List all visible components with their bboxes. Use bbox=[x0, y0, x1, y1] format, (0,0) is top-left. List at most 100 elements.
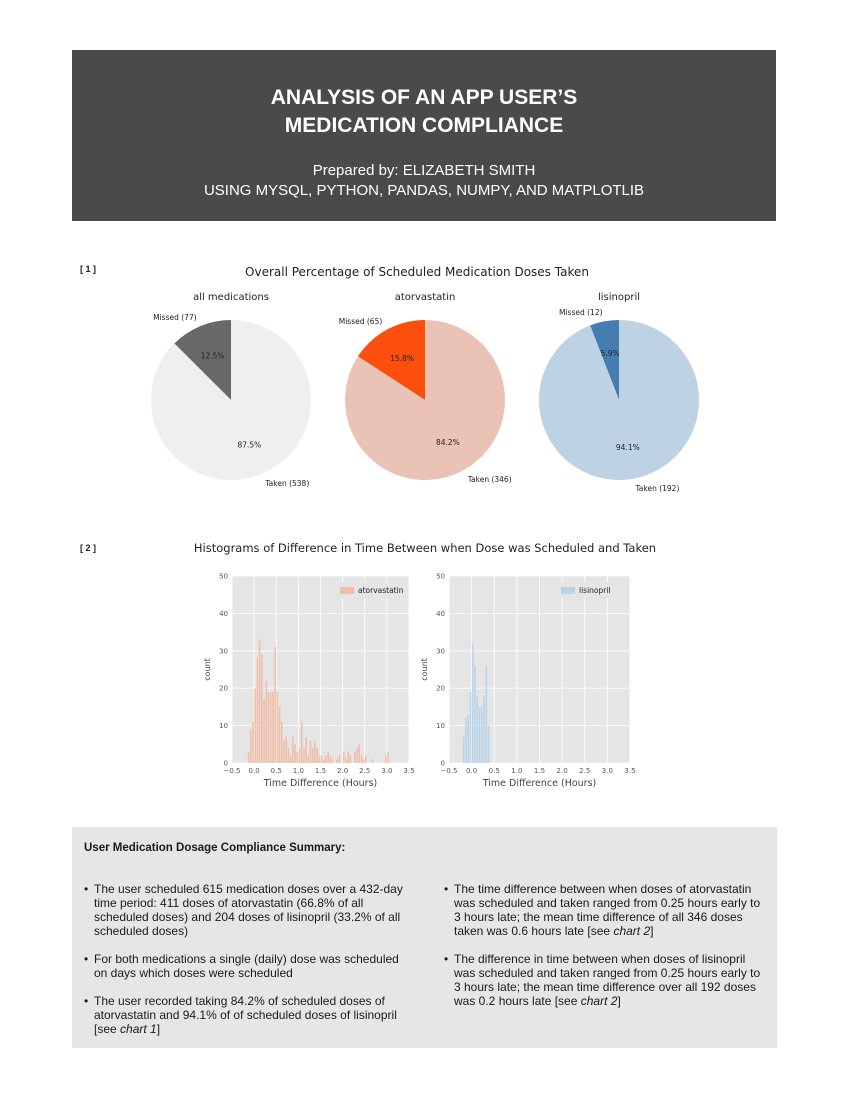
histogram-bar bbox=[342, 751, 345, 763]
x-tick-label: 0.0 bbox=[249, 767, 260, 775]
x-tick-label: −0.5 bbox=[441, 767, 458, 775]
histogram-bar bbox=[371, 759, 374, 763]
report-subtitle: Prepared by: ELIZABETH SMITH USING MYSQL… bbox=[72, 161, 776, 201]
histogram-bar bbox=[353, 751, 356, 763]
histogram-bar bbox=[258, 639, 261, 763]
pie-suptitle: Overall Percentage of Scheduled Medicati… bbox=[245, 265, 589, 279]
x-tick-label: 3.0 bbox=[381, 767, 392, 775]
histogram-bar bbox=[307, 755, 310, 763]
chart-2-tag: [ 2 ] bbox=[80, 543, 97, 553]
x-tick-label: 2.5 bbox=[359, 767, 370, 775]
pie-percent-label: 84.2% bbox=[436, 438, 460, 447]
summary-item: The difference in time between when dose… bbox=[444, 952, 769, 1008]
y-tick-label: 30 bbox=[219, 647, 228, 655]
histogram-bar bbox=[365, 755, 367, 763]
histogram-bar bbox=[285, 736, 288, 763]
pie-lisinopril: lisinopril 5.9% Missed (12) 94.1% Taken (192… bbox=[538, 292, 699, 493]
summary-item-end: ] bbox=[156, 1022, 161, 1036]
histogram-bar bbox=[349, 755, 352, 763]
histogram-bar bbox=[250, 729, 252, 763]
summary-item: The user scheduled 615 medication doses … bbox=[84, 882, 414, 938]
histogram-bar bbox=[318, 755, 321, 763]
histogram-atorvastatin: −0.5 0.0 0.5 1.0 1.5 2.0 2.5 3.0 3.5 0 10 20 30 40 50 T… bbox=[203, 573, 415, 790]
x-tick-label: 2.5 bbox=[579, 767, 590, 775]
x-tick-label: 0.5 bbox=[489, 767, 500, 775]
y-tick-label: 0 bbox=[441, 760, 445, 768]
histogram-bar bbox=[278, 706, 281, 763]
summary-column-1: The user scheduled 615 medication doses … bbox=[84, 882, 414, 1050]
pie-slice bbox=[151, 320, 312, 480]
legend-label: atorvastatin bbox=[358, 586, 404, 595]
pie-slice bbox=[357, 320, 425, 400]
histogram-bar bbox=[265, 680, 268, 763]
legend-swatch bbox=[561, 587, 575, 594]
histogram-bar bbox=[272, 691, 274, 763]
pie-slice-label: Missed (77) bbox=[153, 313, 197, 322]
chart-reference: chart 2 bbox=[613, 924, 651, 938]
histogram-bar bbox=[303, 748, 305, 763]
histogram-bar bbox=[347, 751, 349, 763]
pie-percent-label: 15.8% bbox=[390, 354, 414, 363]
histogram-charts: Histograms of Difference in Time Between… bbox=[194, 541, 656, 790]
x-tick-label: 0.5 bbox=[271, 767, 282, 775]
histogram-bar bbox=[487, 725, 490, 763]
histogram-bar bbox=[465, 718, 467, 763]
histogram-lisinopril: −0.5 0.0 0.5 1.0 1.5 2.0 2.5 3.0 3.5 0 10 20 30 40 50 T… bbox=[420, 573, 636, 790]
y-tick-label: 50 bbox=[436, 573, 445, 581]
x-tick-label: 1.0 bbox=[511, 767, 522, 775]
summary-panel: User Medication Dosage Compliance Summar… bbox=[72, 827, 777, 1048]
histogram-bar bbox=[483, 695, 485, 763]
pie-percent-label: 12.5% bbox=[201, 352, 225, 361]
histogram-bar bbox=[329, 755, 332, 763]
histogram-bar bbox=[254, 688, 257, 763]
histogram-bar bbox=[300, 721, 303, 763]
summary-item-end: ] bbox=[617, 994, 621, 1008]
histogram-bar bbox=[462, 736, 465, 763]
histogram-bar bbox=[269, 691, 272, 763]
histogram-bar bbox=[320, 755, 323, 763]
x-tick-label: −0.5 bbox=[224, 767, 241, 775]
y-tick-label: 20 bbox=[219, 685, 228, 693]
histogram-bar bbox=[476, 695, 479, 763]
y-tick-label: 10 bbox=[436, 722, 445, 730]
y-tick-label: 30 bbox=[436, 647, 445, 655]
histogram-bar bbox=[261, 654, 263, 763]
histogram-bar bbox=[314, 740, 316, 763]
histogram-bar bbox=[309, 740, 312, 763]
legend-swatch bbox=[340, 587, 354, 594]
pie-slice bbox=[174, 320, 231, 400]
y-tick-label: 20 bbox=[436, 685, 445, 693]
pie-slice-label: Missed (12) bbox=[559, 308, 603, 317]
histogram-bar bbox=[298, 748, 301, 763]
histogram-bar bbox=[474, 665, 476, 763]
y-axis-label: count bbox=[203, 658, 212, 681]
x-tick-label: 3.0 bbox=[602, 767, 613, 775]
chart-reference: chart 1 bbox=[120, 1022, 157, 1036]
histogram-bar bbox=[387, 751, 389, 763]
summary-item: The time difference between when doses o… bbox=[444, 882, 769, 938]
histogram-bar bbox=[316, 748, 318, 763]
chart-1-tag: [ 1 ] bbox=[80, 264, 97, 274]
x-tick-label: 1.5 bbox=[315, 767, 326, 775]
title-line-1: ANALYSIS OF AN APP USER’S bbox=[270, 86, 578, 109]
histogram-bar bbox=[467, 714, 470, 763]
y-tick-label: 10 bbox=[219, 722, 228, 730]
x-tick-label: 3.5 bbox=[403, 767, 414, 775]
histogram-bar bbox=[256, 658, 259, 763]
histogram-bar bbox=[296, 751, 299, 763]
histogram-bar bbox=[311, 748, 314, 763]
pie-charts: Overall Percentage of Scheduled Medicati… bbox=[151, 265, 699, 493]
histogram-bar bbox=[289, 755, 292, 763]
histogram-bar bbox=[294, 744, 296, 763]
pie-slice-label: Taken (538) bbox=[264, 479, 309, 488]
histogram-bar bbox=[263, 699, 265, 763]
histogram-bar bbox=[338, 755, 341, 763]
summary-item-text: The time difference between when doses o… bbox=[454, 882, 761, 938]
summary-item: For both medications a single (daily) do… bbox=[84, 952, 414, 980]
histogram-bar bbox=[356, 748, 358, 763]
histogram-bar bbox=[360, 755, 363, 763]
histogram-bar bbox=[384, 755, 387, 763]
histogram-bar bbox=[325, 755, 327, 763]
histogram-bar bbox=[327, 751, 330, 763]
pie-percent-label: 94.1% bbox=[616, 443, 640, 452]
